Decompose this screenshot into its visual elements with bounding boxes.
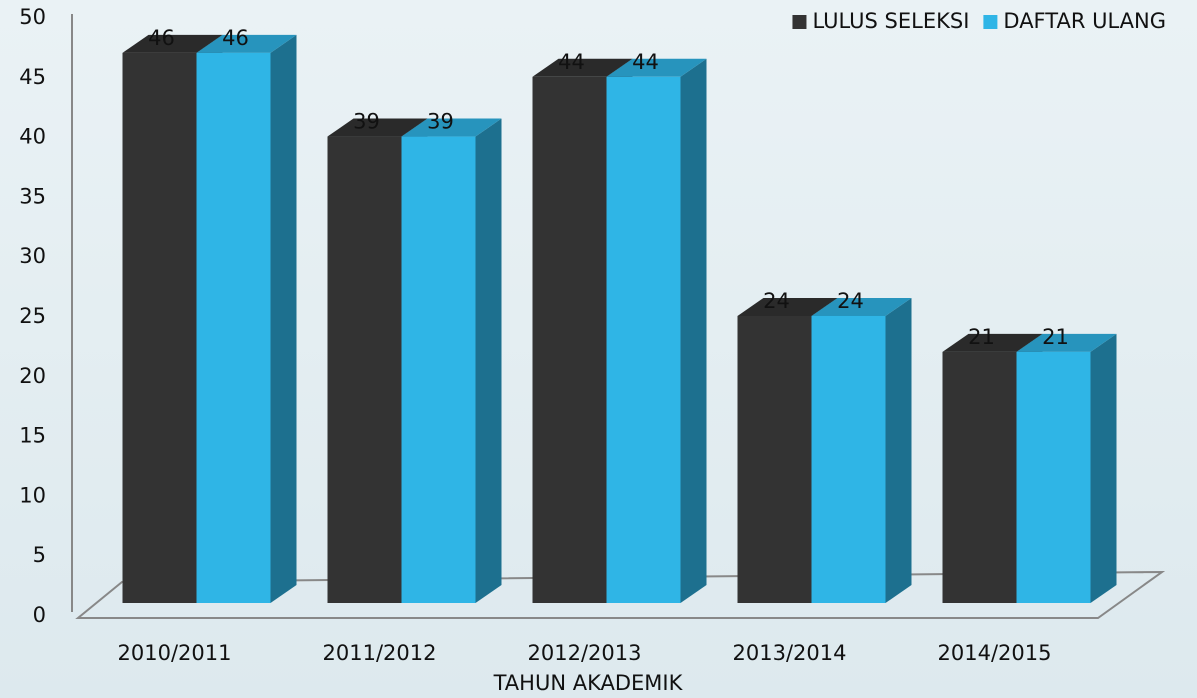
value-label: 21 (968, 325, 995, 349)
bar-top (606, 58, 707, 77)
y-tick-label: 45 (19, 65, 46, 89)
y-tick-label: 35 (19, 184, 46, 208)
bar-top (1016, 333, 1117, 352)
bar (196, 52, 271, 603)
bar (606, 76, 681, 603)
value-label: 44 (632, 50, 659, 74)
floor (75, 570, 1166, 619)
value-label: 24 (763, 289, 790, 313)
bar-side (680, 58, 707, 603)
bar-top (942, 333, 1043, 352)
bar (401, 136, 476, 603)
x-axis-label: TAHUN AKADEMIK (493, 671, 684, 695)
bar (942, 351, 1017, 603)
x-tick-label: 2011/2012 (323, 641, 437, 665)
x-tick-label: 2010/2011 (118, 641, 232, 665)
bar (327, 136, 402, 603)
value-label: 46 (148, 26, 175, 50)
bar-top (401, 118, 502, 137)
y-tick-label: 5 (33, 543, 46, 567)
bar-top (196, 34, 297, 53)
y-tick-label: 25 (19, 304, 46, 328)
legend-label: LULUS SELEKSI (812, 9, 969, 33)
bar-side (885, 297, 912, 603)
y-tick-label: 40 (19, 125, 46, 149)
bar-side (475, 118, 502, 603)
value-label: 39 (427, 110, 454, 134)
legend-swatch (983, 15, 998, 29)
bar-side (270, 34, 297, 603)
y-tick-label: 30 (19, 244, 46, 268)
legend-label: DAFTAR ULANG (1003, 9, 1166, 33)
bar-top (327, 118, 428, 137)
legend-swatch (792, 15, 807, 29)
bar-top (737, 297, 838, 316)
y-tick-label: 10 (19, 483, 46, 507)
bar (737, 315, 812, 603)
y-tick-label: 50 (19, 5, 46, 29)
bar (1016, 351, 1091, 603)
value-label: 39 (353, 110, 380, 134)
value-label: 24 (837, 289, 864, 313)
y-tick-label: 20 (19, 364, 46, 388)
bar (122, 52, 197, 603)
y-tick-label: 0 (33, 603, 46, 627)
x-tick-label: 2014/2015 (938, 641, 1052, 665)
value-label: 21 (1042, 325, 1069, 349)
y-tick-label: 15 (19, 424, 46, 448)
x-tick-label: 2013/2014 (733, 641, 847, 665)
bar-top (532, 58, 633, 77)
bar (532, 76, 607, 603)
value-label: 44 (558, 50, 585, 74)
value-label: 46 (222, 26, 249, 50)
x-tick-label: 2012/2013 (528, 641, 642, 665)
bar-top (811, 297, 912, 316)
bar-top (122, 34, 223, 53)
bar (811, 315, 886, 603)
bar-side (1090, 333, 1117, 603)
